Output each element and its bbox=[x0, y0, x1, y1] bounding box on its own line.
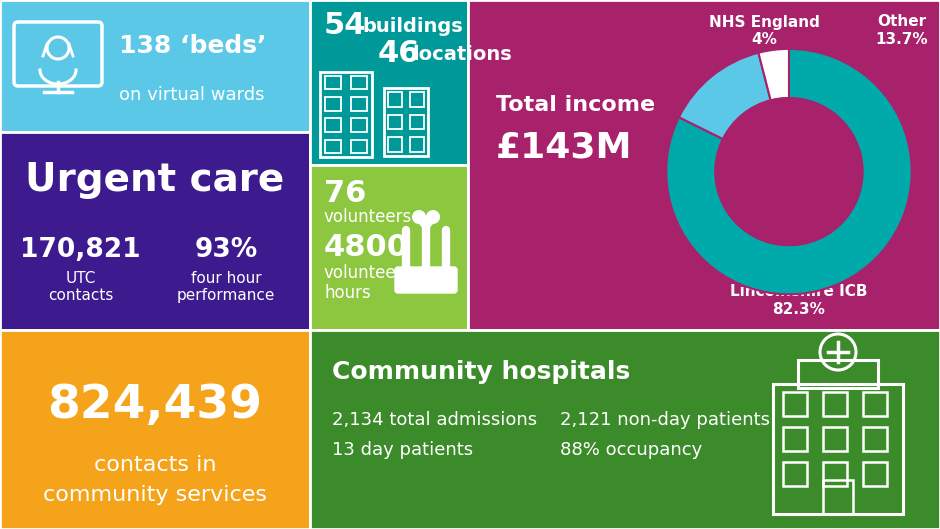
Text: 76: 76 bbox=[324, 178, 367, 207]
Bar bbox=[410, 138, 424, 152]
Bar bbox=[823, 462, 847, 486]
Text: four hour
performance: four hour performance bbox=[177, 271, 275, 303]
Text: contacts in: contacts in bbox=[94, 455, 216, 476]
Bar bbox=[783, 427, 807, 451]
Bar bbox=[388, 115, 402, 129]
Bar bbox=[324, 97, 341, 111]
Bar bbox=[798, 360, 878, 388]
Text: on virtual wards: on virtual wards bbox=[119, 86, 265, 104]
Text: 2,121 non-day patients: 2,121 non-day patients bbox=[560, 411, 770, 429]
Bar bbox=[823, 427, 847, 451]
Text: 46: 46 bbox=[378, 40, 420, 68]
Text: UTC
contacts: UTC contacts bbox=[48, 271, 114, 303]
Text: Total income: Total income bbox=[496, 95, 655, 115]
Text: volunteer
hours: volunteer hours bbox=[324, 263, 403, 303]
Bar bbox=[310, 330, 940, 529]
Bar bbox=[388, 138, 402, 152]
Text: Other: Other bbox=[877, 14, 927, 30]
Bar bbox=[0, 330, 310, 529]
Wedge shape bbox=[759, 49, 789, 101]
Bar bbox=[823, 480, 853, 514]
Bar bbox=[351, 140, 368, 153]
Bar bbox=[0, 0, 310, 132]
Text: locations: locations bbox=[412, 44, 511, 63]
Wedge shape bbox=[666, 49, 912, 294]
Bar bbox=[823, 392, 847, 416]
Bar bbox=[310, 165, 468, 330]
Bar bbox=[863, 392, 887, 416]
Text: Lincolnshire ICB: Lincolnshire ICB bbox=[730, 285, 868, 299]
Wedge shape bbox=[679, 53, 771, 139]
Text: NHS England: NHS England bbox=[709, 14, 820, 30]
Text: £143M: £143M bbox=[496, 131, 633, 165]
Text: 13 day patients: 13 day patients bbox=[332, 441, 473, 459]
Text: 82.3%: 82.3% bbox=[773, 303, 825, 317]
Text: buildings: buildings bbox=[362, 16, 462, 35]
Circle shape bbox=[715, 98, 863, 245]
Text: community services: community services bbox=[43, 485, 267, 505]
Bar bbox=[320, 72, 372, 157]
Bar bbox=[0, 132, 310, 330]
Bar bbox=[351, 97, 368, 111]
Text: Community hospitals: Community hospitals bbox=[332, 360, 630, 384]
Text: 4%: 4% bbox=[751, 32, 776, 48]
Bar bbox=[310, 0, 468, 165]
Text: Urgent care: Urgent care bbox=[25, 161, 285, 199]
Bar bbox=[468, 0, 940, 330]
Text: 54: 54 bbox=[324, 12, 367, 41]
Bar bbox=[351, 76, 368, 89]
Text: 93%: 93% bbox=[195, 237, 258, 263]
Text: 824,439: 824,439 bbox=[48, 383, 262, 428]
Bar bbox=[324, 76, 341, 89]
Bar bbox=[783, 392, 807, 416]
Text: 170,821: 170,821 bbox=[21, 237, 141, 263]
Circle shape bbox=[426, 210, 440, 224]
Bar bbox=[863, 462, 887, 486]
Text: 2,134 total admissions: 2,134 total admissions bbox=[332, 411, 537, 429]
Bar bbox=[324, 140, 341, 153]
FancyBboxPatch shape bbox=[395, 267, 457, 293]
Bar bbox=[773, 384, 903, 514]
Text: 88% occupancy: 88% occupancy bbox=[560, 441, 702, 459]
Bar bbox=[783, 462, 807, 486]
Bar bbox=[410, 115, 424, 129]
Text: 4800: 4800 bbox=[324, 233, 409, 261]
Bar bbox=[388, 92, 402, 106]
Bar bbox=[351, 118, 368, 132]
Bar bbox=[324, 118, 341, 132]
Polygon shape bbox=[413, 217, 439, 232]
Bar bbox=[384, 88, 428, 156]
Bar bbox=[863, 427, 887, 451]
Bar bbox=[410, 92, 424, 106]
Text: 13.7%: 13.7% bbox=[876, 32, 929, 48]
Text: volunteers: volunteers bbox=[324, 208, 413, 226]
Text: 138 ‘beds’: 138 ‘beds’ bbox=[118, 34, 266, 58]
Circle shape bbox=[412, 210, 426, 224]
